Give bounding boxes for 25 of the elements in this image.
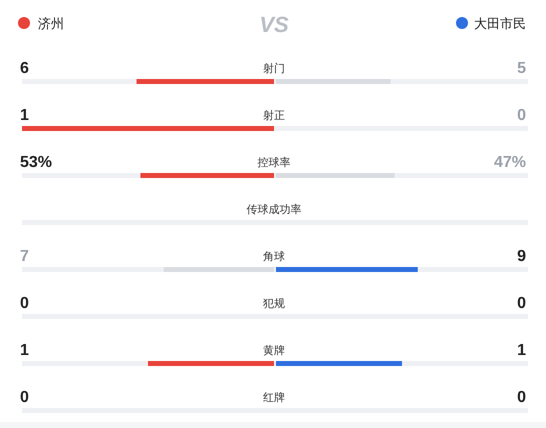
category-label: 角球 bbox=[263, 250, 285, 263]
category-label: 黄牌 bbox=[263, 344, 285, 357]
text: VS bbox=[259, 12, 289, 37]
data-label: 5 bbox=[517, 60, 526, 77]
data-label: 0 bbox=[20, 295, 29, 312]
data-label: 0 bbox=[517, 389, 526, 406]
data-label: 1 bbox=[20, 107, 29, 124]
data-label: 1 bbox=[20, 342, 29, 359]
data-label: 0 bbox=[517, 295, 526, 312]
data-label: 53% bbox=[20, 154, 52, 171]
category-label: 犯规 bbox=[263, 298, 285, 310]
legend-label: 济州 bbox=[38, 16, 64, 31]
data-label: 6 bbox=[20, 60, 29, 77]
category-label: 传球成功率 bbox=[246, 203, 302, 216]
data-label: 0 bbox=[20, 389, 29, 406]
data-label: 0 bbox=[517, 107, 526, 124]
data-label: 1 bbox=[517, 342, 526, 359]
category-label: 红牌 bbox=[263, 392, 285, 404]
data-label: 7 bbox=[20, 248, 29, 265]
data-label: 9 bbox=[517, 248, 526, 265]
legend-label: 大田市民 bbox=[474, 16, 526, 31]
category-label: 射正 bbox=[263, 109, 285, 122]
category-label: 射门 bbox=[263, 62, 285, 75]
category-label: 控球率 bbox=[258, 156, 290, 169]
data-label: 47% bbox=[494, 154, 526, 171]
